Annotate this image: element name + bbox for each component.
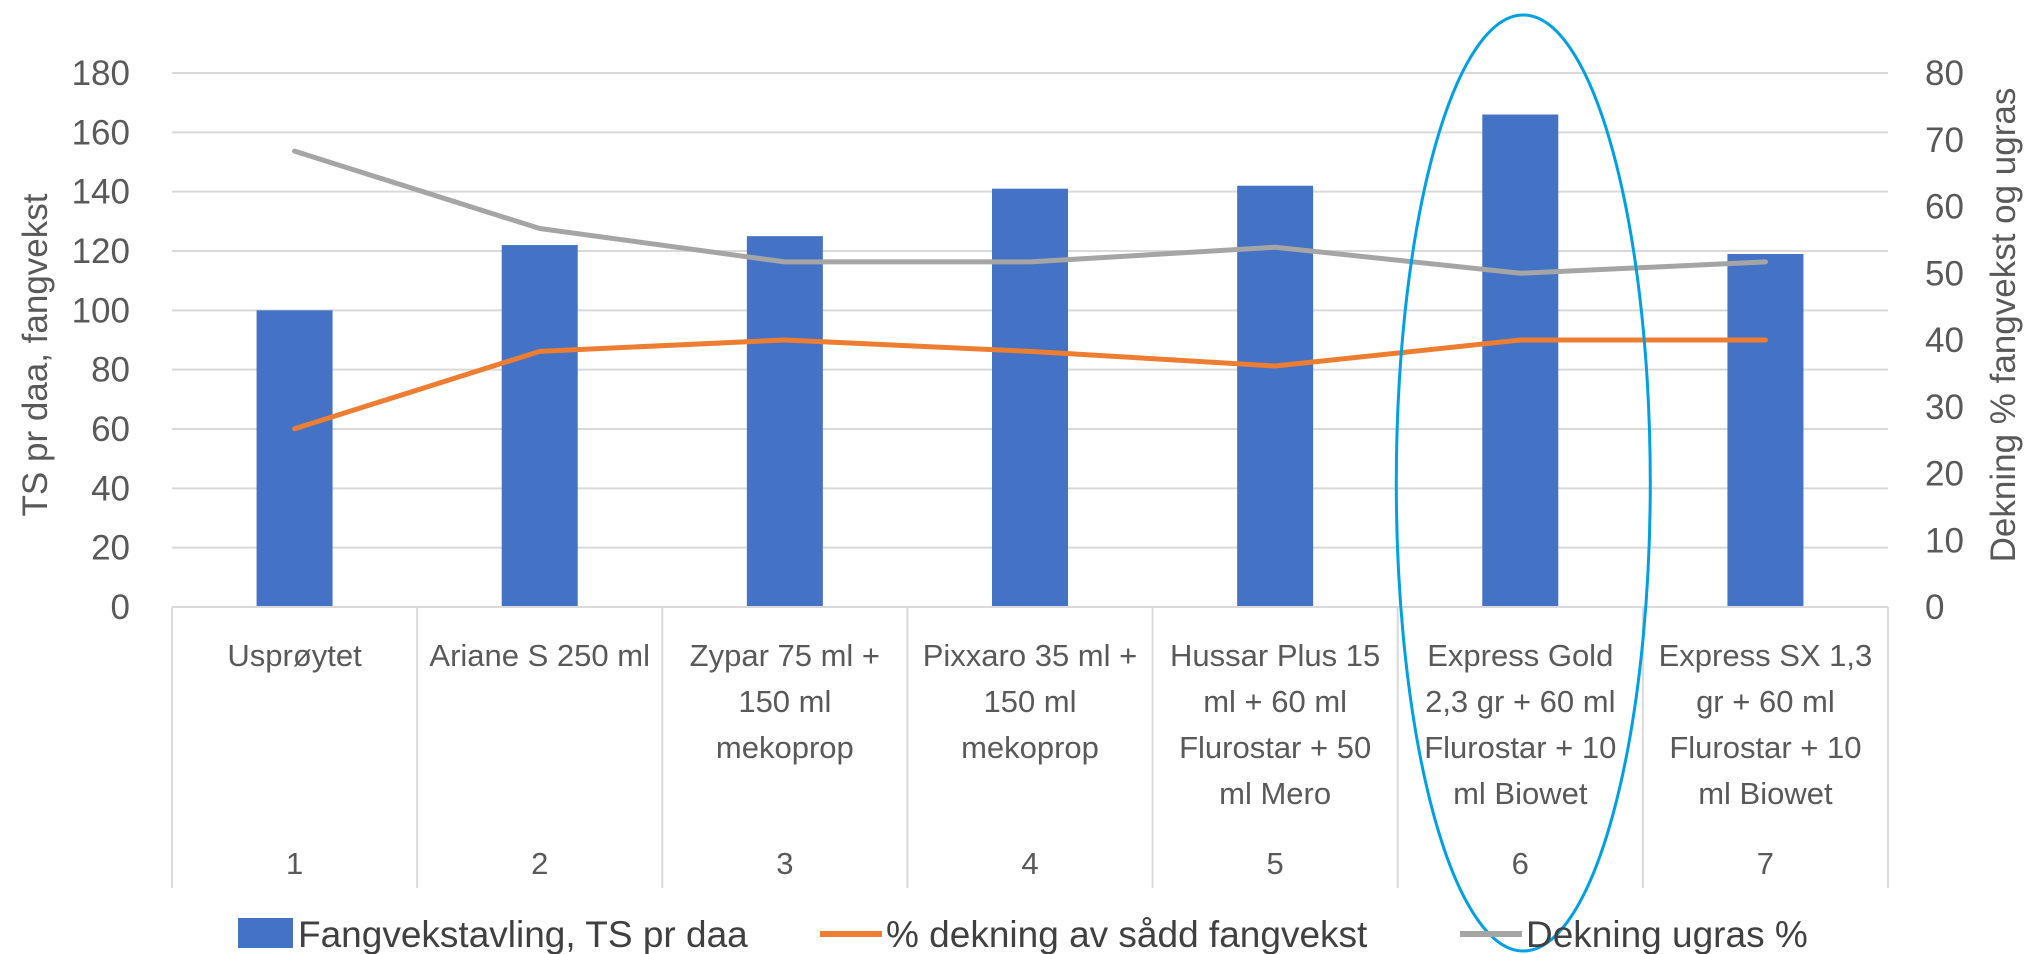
bar — [501, 245, 578, 608]
line-series — [292, 148, 1768, 432]
right-tick-label: 20 — [1925, 455, 1964, 494]
category-label: Flurostar + 50 — [1179, 730, 1371, 765]
left-axis-ticks: 0 20 40 60 80 100 120 140 160 180 — [72, 54, 130, 627]
category-label: ml + 60 ml — [1203, 684, 1347, 719]
category-label: Flurostar + 10 — [1424, 730, 1616, 765]
category-label: Express Gold — [1427, 638, 1613, 673]
legend-label: % dekning av sådd fangvekst — [886, 914, 1368, 954]
legend-label: Dekning ugras % — [1526, 914, 1808, 954]
category-number: 5 — [1267, 846, 1284, 881]
series-line — [292, 337, 1768, 432]
bar-series — [256, 114, 1804, 608]
left-tick-label: 120 — [72, 232, 130, 271]
right-tick-label: 30 — [1925, 388, 1964, 427]
category-label: 150 ml — [983, 684, 1076, 719]
category-label: ml Biowet — [1698, 776, 1833, 811]
left-tick-label: 180 — [72, 54, 130, 93]
category-label: Ariane S 250 ml — [429, 638, 650, 673]
legend: Fangvekstavling, TS pr daa % dekning av s… — [238, 914, 1808, 954]
left-tick-label: 140 — [72, 173, 130, 212]
category-label: Usprøytet — [227, 638, 362, 673]
bar — [1237, 185, 1314, 607]
category-label: mekoprop — [961, 730, 1099, 765]
left-tick-label: 0 — [111, 588, 130, 627]
category-label: Hussar Plus 15 — [1170, 638, 1380, 673]
left-tick-label: 160 — [72, 113, 130, 152]
right-tick-label: 70 — [1925, 121, 1964, 160]
highlight-ellipse — [1394, 13, 1652, 953]
category-label: gr + 60 ml — [1696, 684, 1835, 719]
category-label: Pixxaro 35 ml + — [923, 638, 1138, 673]
category-label: 2,3 gr + 60 ml — [1425, 684, 1615, 719]
bar — [1482, 114, 1559, 608]
left-tick-label: 60 — [91, 410, 130, 449]
category-number: 4 — [1021, 846, 1038, 881]
category-label: ml Biowet — [1453, 776, 1588, 811]
right-tick-label: 80 — [1925, 54, 1964, 93]
left-axis-title: TS pr daa, fangvekst — [16, 193, 55, 516]
bar — [746, 236, 823, 607]
category-label: Zypar 75 ml + — [690, 638, 880, 673]
category-number: 2 — [531, 846, 548, 881]
category-label: 150 ml — [738, 684, 831, 719]
bar — [256, 310, 333, 607]
category-number: 6 — [1512, 846, 1529, 881]
category-number: 7 — [1757, 846, 1774, 881]
right-axis-title: Dekning % fangvekst og ugras — [1984, 88, 2023, 563]
series-line — [292, 148, 1768, 276]
right-axis-ticks: 0 10 20 30 40 50 60 70 80 — [1925, 54, 1964, 627]
highlight-ellipse — [1394, 13, 1652, 953]
category-axis: Usprøytet 1 Ariane S 250 ml 2 Zypar 75 ml + 1… — [171, 606, 1889, 888]
right-tick-label: 60 — [1925, 188, 1964, 227]
category-label: mekoprop — [716, 730, 854, 765]
left-tick-label: 100 — [72, 291, 130, 330]
right-tick-label: 10 — [1925, 521, 1964, 560]
legend-label: Fangvekstavling, TS pr daa — [298, 914, 748, 954]
category-number: 3 — [776, 846, 793, 881]
left-tick-label: 20 — [91, 529, 130, 568]
bar — [1727, 253, 1804, 607]
category-label: Flurostar + 10 — [1669, 730, 1861, 765]
left-tick-label: 40 — [91, 469, 130, 508]
right-tick-label: 40 — [1925, 321, 1964, 360]
right-tick-label: 50 — [1925, 254, 1964, 293]
category-label: ml Mero — [1219, 776, 1331, 811]
left-tick-label: 80 — [91, 351, 130, 390]
category-label: Express SX 1,3 — [1659, 638, 1873, 673]
right-tick-label: 0 — [1925, 588, 1944, 627]
category-number: 1 — [286, 846, 303, 881]
bar — [992, 188, 1068, 607]
legend-swatch-bar — [238, 918, 293, 948]
